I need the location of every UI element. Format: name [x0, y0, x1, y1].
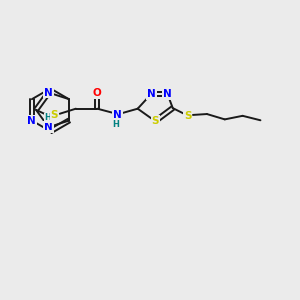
Text: O: O	[93, 88, 102, 98]
Text: N: N	[27, 116, 36, 126]
Text: N: N	[44, 88, 53, 98]
Text: H: H	[45, 113, 52, 122]
Text: S: S	[184, 110, 191, 121]
Text: N: N	[44, 122, 53, 132]
Text: N: N	[163, 89, 172, 99]
Text: N: N	[147, 89, 156, 99]
Text: S: S	[51, 110, 58, 120]
Text: H: H	[112, 120, 119, 129]
Text: N: N	[113, 110, 122, 120]
Text: S: S	[152, 116, 159, 126]
